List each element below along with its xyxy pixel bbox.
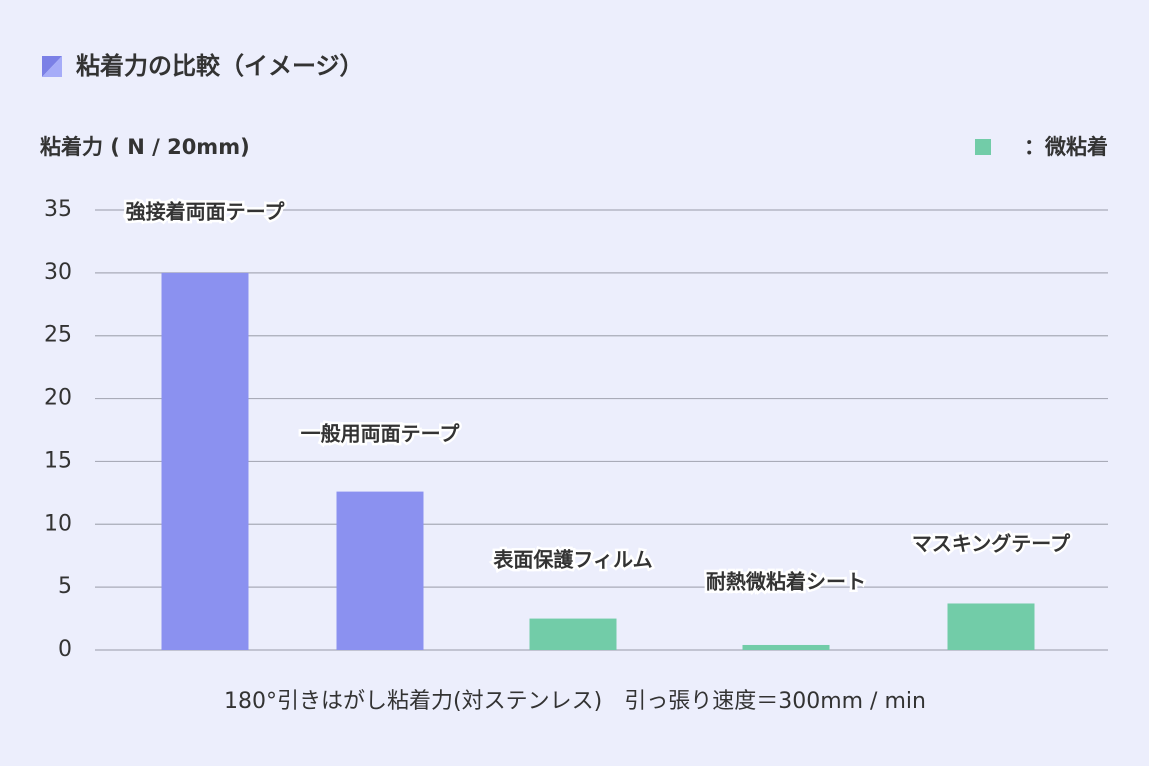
y-tick-label: 5	[58, 574, 72, 599]
title-icon	[42, 56, 62, 77]
category-label: 強接着両面テープ	[126, 200, 286, 224]
y-tick-label: 15	[44, 448, 72, 473]
category-label: 表面保護フィルム	[493, 548, 652, 572]
bar	[529, 618, 617, 650]
category-label: 耐熱微粘着シート	[706, 570, 866, 594]
y-axis-label: 粘着力 ( N / 20mm)	[40, 135, 250, 159]
category-label: マスキングテープ	[912, 532, 1071, 556]
y-tick-label: 30	[44, 260, 72, 285]
bar	[336, 491, 424, 650]
y-tick-label: 20	[44, 386, 72, 411]
y-tick-label: 25	[44, 323, 72, 348]
note: 180°引きはがし粘着力(対ステンレス) 引っ張り速度＝300mm / min	[224, 689, 926, 714]
bar	[947, 603, 1035, 650]
y-tick-label: 10	[44, 511, 72, 536]
category-label: 一般用両面テープ	[301, 422, 461, 446]
y-tick-label: 35	[44, 197, 72, 222]
y-tick-label: 0	[58, 637, 72, 662]
legend-swatch	[975, 139, 991, 155]
chart-title: 粘着力の比較（イメージ）	[76, 52, 364, 80]
bar	[161, 272, 249, 650]
legend-label: ：微粘着	[1024, 135, 1108, 159]
bar	[742, 644, 830, 650]
